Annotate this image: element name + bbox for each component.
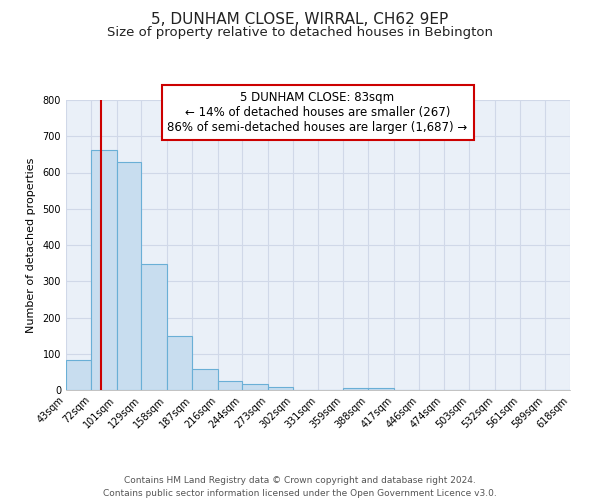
Y-axis label: Number of detached properties: Number of detached properties bbox=[26, 158, 35, 332]
Bar bbox=[268, 387, 293, 390]
Bar bbox=[192, 370, 218, 390]
Bar bbox=[142, 264, 167, 390]
Bar bbox=[117, 162, 142, 390]
Bar bbox=[368, 388, 394, 390]
Bar bbox=[343, 388, 368, 390]
Bar bbox=[218, 381, 242, 390]
Text: Size of property relative to detached houses in Bebington: Size of property relative to detached ho… bbox=[107, 26, 493, 39]
Text: 5 DUNHAM CLOSE: 83sqm
← 14% of detached houses are smaller (267)
86% of semi-det: 5 DUNHAM CLOSE: 83sqm ← 14% of detached … bbox=[167, 91, 467, 134]
Text: Contains HM Land Registry data © Crown copyright and database right 2024.
Contai: Contains HM Land Registry data © Crown c… bbox=[103, 476, 497, 498]
Bar bbox=[167, 336, 192, 390]
Bar bbox=[66, 360, 91, 390]
Bar bbox=[91, 150, 117, 390]
Bar bbox=[242, 384, 268, 390]
Text: 5, DUNHAM CLOSE, WIRRAL, CH62 9EP: 5, DUNHAM CLOSE, WIRRAL, CH62 9EP bbox=[151, 12, 449, 28]
